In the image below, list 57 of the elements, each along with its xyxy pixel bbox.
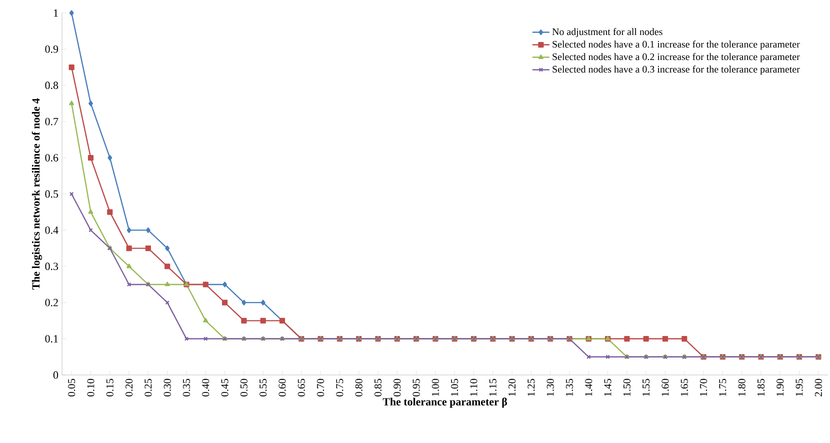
x-tick-label: 1.55 <box>642 378 650 396</box>
x-tick-label: 1.10 <box>470 378 478 396</box>
x-tick-label: 0.60 <box>278 378 286 396</box>
x-tick-label: 1.05 <box>451 378 458 396</box>
x-tick-label: 0.30 <box>164 378 171 396</box>
x-tick-label: 0.35 <box>182 378 190 396</box>
y-tick-label: 0.1 <box>45 335 58 343</box>
x-tick-label: 1.20 <box>508 378 516 396</box>
x-tick-label: 1.60 <box>662 378 669 396</box>
y-tick-label: 0.9 <box>45 45 58 53</box>
x-tick-label: 1.90 <box>776 378 784 396</box>
x-tick-label: 0.80 <box>355 378 362 396</box>
x-tick-label: 0.45 <box>221 378 228 396</box>
x-tick-label: 1.25 <box>528 378 535 396</box>
y-tick-label: 0.6 <box>45 154 58 162</box>
x-tick-label: 0.75 <box>336 378 344 396</box>
y-tick-label: 0 <box>53 371 58 379</box>
x-tick-label: 0.55 <box>260 378 267 396</box>
x-axis-title: The tolerance parameter β <box>382 398 508 408</box>
x-tick-label: 1.50 <box>623 378 630 396</box>
x-tick-label: 0.70 <box>316 378 324 396</box>
y-tick-label: 1 <box>54 9 58 17</box>
legend-label: Selected nodes have a 0.3 increase for the tolerance parameter <box>552 66 800 75</box>
y-tick-label: 0.7 <box>45 118 58 126</box>
x-tick-label: 1.35 <box>566 378 574 396</box>
x-tick-label: 0.20 <box>125 378 133 396</box>
x-tick-label: 1.85 <box>757 378 765 396</box>
x-tick-label: 0.85 <box>374 378 382 396</box>
x-tick-label: 0.40 <box>202 378 210 396</box>
x-tick-label: 0.90 <box>394 378 401 396</box>
x-tick-label: 1.80 <box>738 378 746 396</box>
x-tick-label: 1.95 <box>796 378 803 396</box>
x-tick-label: 0.50 <box>240 378 248 396</box>
x-tick-label: 2.00 <box>814 378 822 396</box>
y-axis-title: The logistics network resilience of node 4 <box>32 98 42 290</box>
x-tick-label: 0.65 <box>298 378 305 396</box>
y-tick-label: 0.4 <box>45 226 58 234</box>
x-tick-label: 1.45 <box>604 378 612 396</box>
x-tick-label: 0.05 <box>68 378 76 396</box>
x-tick-label: 0.10 <box>87 378 94 396</box>
x-tick-label: 1.40 <box>585 378 592 396</box>
x-tick-label: 1.00 <box>432 378 439 396</box>
y-tick-label: 0.3 <box>45 262 58 270</box>
y-tick-label: 0.5 <box>45 190 58 198</box>
x-tick-label: 1.15 <box>489 378 496 396</box>
x-tick-label: 0.95 <box>412 378 420 396</box>
x-tick-label: 1.75 <box>719 378 726 396</box>
x-tick-label: 1.30 <box>546 378 554 396</box>
legend-label: Selected nodes have a 0.2 increase for the tolerance parameter <box>552 53 800 62</box>
y-tick-label: 0.2 <box>45 298 58 306</box>
y-tick-label: 0.8 <box>45 82 58 90</box>
legend-label: Selected nodes have a 0.1 increase for the tolerance parameter <box>552 40 800 50</box>
legend-label: No adjustment for all nodes <box>552 28 662 38</box>
x-tick-label: 1.70 <box>700 378 708 396</box>
x-tick-label: 1.65 <box>680 378 688 396</box>
x-tick-label: 0.25 <box>144 378 152 396</box>
x-tick-label: 0.15 <box>106 378 114 396</box>
